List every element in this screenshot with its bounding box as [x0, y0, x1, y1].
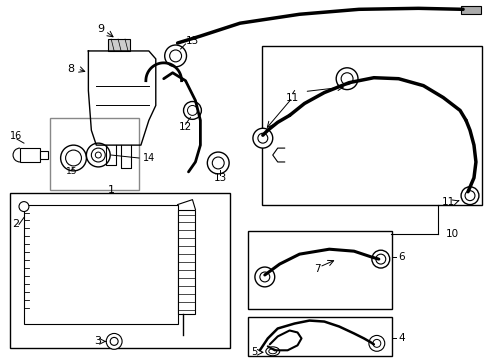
Text: 9: 9 — [97, 24, 104, 34]
Bar — [24, 204, 177, 324]
Circle shape — [252, 128, 272, 148]
Text: 7: 7 — [313, 264, 320, 274]
Circle shape — [19, 202, 29, 212]
Text: 6: 6 — [398, 252, 405, 262]
Circle shape — [460, 187, 478, 204]
Bar — [10, 193, 230, 348]
Circle shape — [61, 145, 86, 171]
Ellipse shape — [265, 347, 279, 356]
Circle shape — [341, 73, 352, 85]
Text: 16: 16 — [10, 131, 22, 141]
Circle shape — [106, 333, 122, 349]
Bar — [50, 118, 139, 190]
Circle shape — [164, 45, 186, 67]
Text: 11: 11 — [441, 197, 454, 207]
Circle shape — [91, 148, 105, 162]
Text: 1: 1 — [107, 185, 115, 195]
Text: 2: 2 — [12, 219, 20, 229]
Circle shape — [257, 133, 267, 143]
Circle shape — [95, 152, 101, 158]
Circle shape — [212, 157, 224, 169]
Text: 11: 11 — [285, 93, 299, 103]
Circle shape — [372, 339, 380, 347]
Circle shape — [169, 50, 181, 62]
Text: 5: 5 — [251, 347, 257, 357]
Bar — [460, 6, 480, 14]
Circle shape — [464, 191, 474, 201]
Bar — [177, 210, 195, 314]
Bar — [247, 231, 391, 309]
Circle shape — [254, 267, 274, 287]
Circle shape — [183, 102, 201, 120]
Ellipse shape — [268, 349, 276, 354]
Bar — [261, 46, 481, 204]
Bar — [20, 148, 40, 162]
Circle shape — [336, 68, 357, 90]
Bar — [108, 39, 130, 51]
Text: 3: 3 — [94, 336, 101, 346]
Circle shape — [86, 143, 110, 167]
Circle shape — [368, 336, 384, 351]
Circle shape — [371, 250, 389, 268]
Circle shape — [375, 254, 385, 264]
Text: 13: 13 — [213, 173, 226, 183]
Circle shape — [259, 272, 269, 282]
Circle shape — [207, 152, 229, 174]
Circle shape — [65, 150, 81, 166]
Text: 4: 4 — [398, 333, 405, 343]
Text: 14: 14 — [142, 153, 155, 163]
Text: 8: 8 — [67, 64, 74, 74]
Circle shape — [110, 337, 118, 345]
Text: 12: 12 — [179, 122, 192, 132]
Text: 10: 10 — [446, 229, 458, 239]
Bar — [247, 316, 391, 356]
Text: 15: 15 — [66, 167, 77, 176]
Bar — [40, 151, 48, 159]
Circle shape — [187, 105, 197, 116]
Text: 13: 13 — [185, 36, 198, 46]
